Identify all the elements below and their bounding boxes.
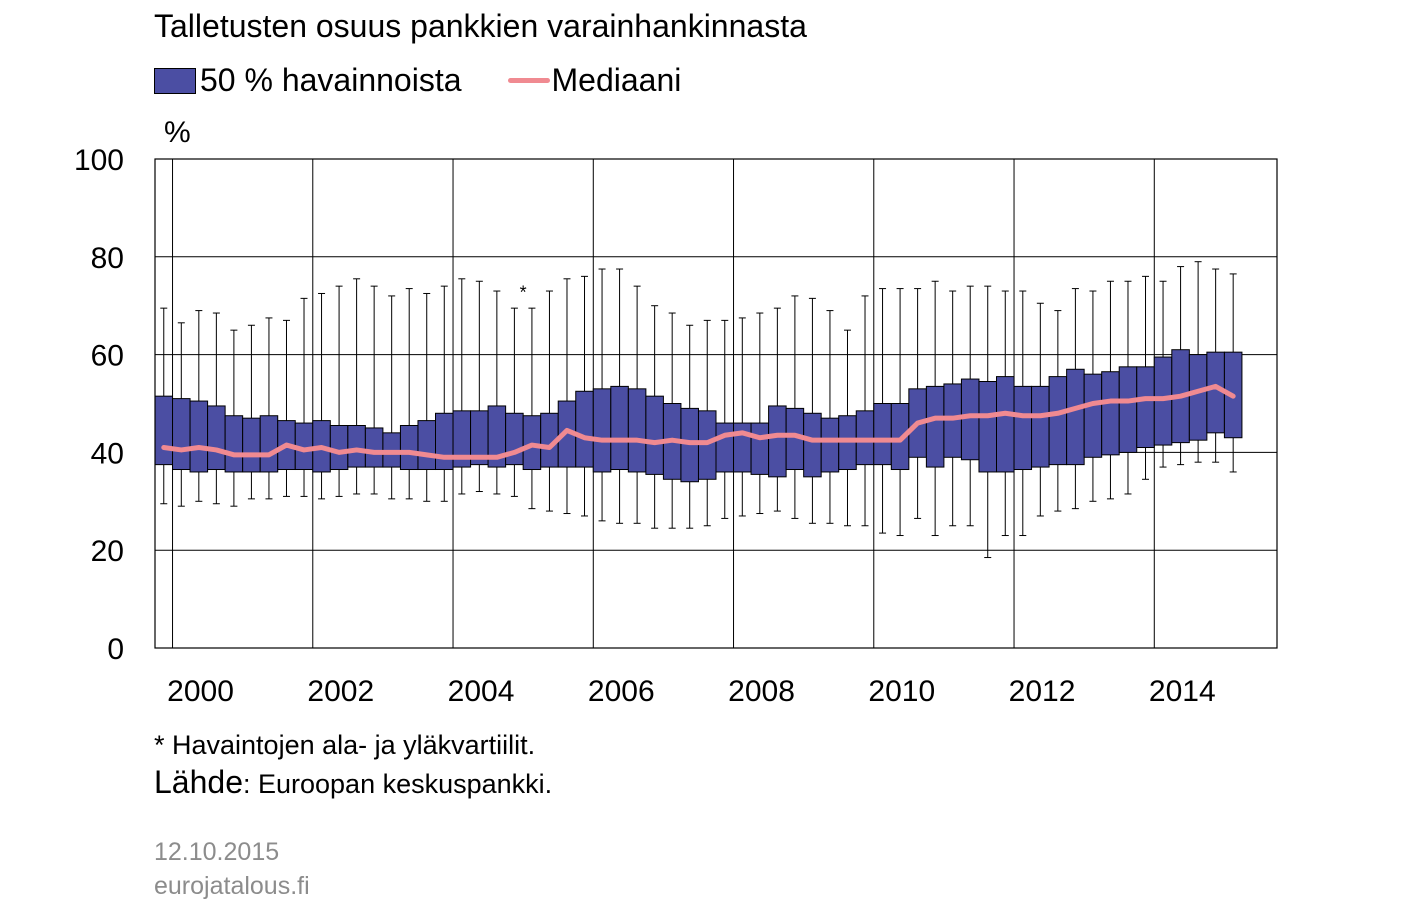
source-label: Lähde (154, 764, 243, 800)
y-axis-unit: % (164, 116, 191, 149)
quartile-box (1118, 366, 1138, 453)
legend-box-label: 50 % havainnoista (200, 62, 462, 98)
asterisk-annotation: * (520, 282, 527, 302)
quartile-box (978, 380, 997, 473)
plot-frame (154, 158, 1278, 649)
x-tick-label: 2006 (588, 675, 655, 708)
quartile-box (925, 385, 945, 468)
y-tick-label: 40 (91, 437, 124, 470)
quartile-box (1048, 376, 1068, 466)
quartile-box (960, 378, 980, 461)
quartile-box (1136, 366, 1155, 449)
quartile-box (1188, 354, 1208, 441)
quartile-box (259, 415, 279, 473)
quartile-box (1083, 373, 1103, 458)
quartile-box (347, 425, 366, 468)
y-tick-label: 60 (91, 340, 124, 373)
quartile-box (750, 422, 770, 475)
quartile-box (592, 388, 612, 473)
y-tick-label: 80 (91, 242, 124, 275)
y-tick-label: 20 (91, 535, 124, 568)
quartile-box (207, 405, 226, 471)
quartile-box (803, 412, 822, 478)
quartile-box (627, 388, 647, 473)
quartile-box (224, 415, 244, 473)
legend-median-label: Mediaani (551, 62, 682, 98)
x-tick-label: 2010 (868, 675, 935, 708)
quartile-box (329, 425, 349, 471)
quartile-box (610, 385, 629, 471)
quartile-box (996, 376, 1015, 473)
x-tick-label: 2012 (1009, 675, 1076, 708)
quartile-box (172, 398, 191, 471)
x-tick-label: 2000 (167, 675, 234, 708)
chart-title: Talletusten osuus pankkien varainhankinn… (154, 8, 807, 44)
median-line (161, 383, 1236, 460)
x-tick-label: 2004 (448, 675, 515, 708)
x-tick-label: 2008 (728, 675, 795, 708)
quartile-box (189, 400, 209, 473)
publish-date: 12.10.2015 (154, 838, 280, 866)
y-tick-label: 0 (107, 633, 124, 666)
quartile-box (154, 395, 174, 466)
footnote: * Havaintojen ala- ja yläkvartiilit. (154, 730, 536, 760)
source-line: Lähde: Euroopan keskuspankki. (154, 764, 552, 801)
x-tick-label: 2002 (307, 675, 374, 708)
quartile-box (242, 417, 261, 473)
quartile-box (768, 405, 787, 478)
quartile-box (417, 420, 436, 471)
y-tick-label: 100 (74, 144, 124, 177)
quartile-box (364, 427, 384, 468)
site-name: eurojatalous.fi (154, 872, 310, 900)
quartile-box (1101, 371, 1120, 456)
quartile-box (873, 403, 892, 466)
quartile-box (435, 412, 454, 471)
quartile-box (399, 425, 419, 471)
x-tick-label: 2014 (1149, 675, 1216, 708)
source-text: : Euroopan keskuspankki. (242, 769, 553, 799)
quartile-box (1031, 385, 1050, 468)
quartile-box (820, 417, 840, 473)
quartile-box (1066, 368, 1085, 466)
quartile-box (715, 422, 735, 473)
quartile-box (505, 412, 524, 466)
quartile-box (645, 395, 664, 475)
legend: 50 % havainnoista Mediaani (154, 62, 681, 99)
quartile-box (575, 390, 594, 468)
legend-box-swatch (154, 67, 196, 94)
quartile-box (1013, 385, 1033, 471)
legend-median-swatch (507, 78, 550, 83)
